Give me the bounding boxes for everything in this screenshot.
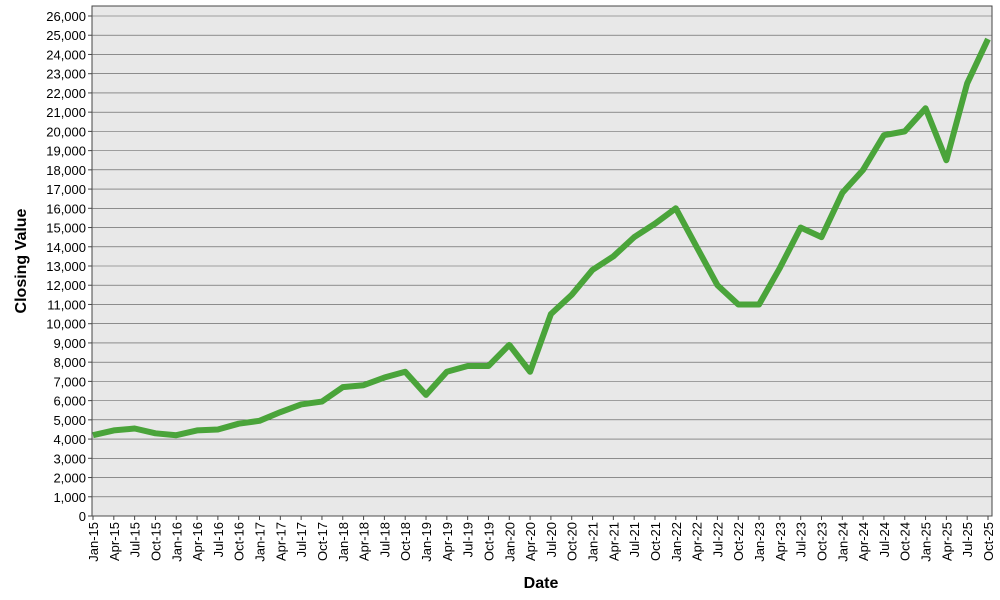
x-tick-label: Jan-18 [336, 522, 351, 562]
x-tick-label: Oct-22 [731, 522, 746, 561]
y-tick-label: 3,000 [53, 451, 86, 466]
y-tick-label: 14,000 [46, 240, 86, 255]
y-tick-label: 4,000 [53, 432, 86, 447]
x-tick-label: Apr-25 [939, 522, 954, 561]
y-tick-label: 20,000 [46, 124, 86, 139]
x-tick-label: Jan-20 [502, 522, 517, 562]
x-tick-label: Apr-23 [773, 522, 788, 561]
x-tick-label: Oct-15 [148, 522, 163, 561]
y-tick-label: 24,000 [46, 47, 86, 62]
x-tick-label: Jan-21 [586, 522, 601, 562]
y-tick-label: 19,000 [46, 144, 86, 159]
y-tick-label: 7,000 [53, 374, 86, 389]
data-line [92, 37, 991, 439]
x-tick-label: Jan-17 [253, 522, 268, 562]
x-tick-label: Jul-15 [128, 522, 143, 557]
x-tick-label: Oct-21 [648, 522, 663, 561]
x-tick-label: Jul-22 [710, 522, 725, 557]
x-tick-label: Oct-19 [481, 522, 496, 561]
x-tick-label: Oct-20 [565, 522, 580, 561]
y-tick-label: 25,000 [46, 28, 86, 43]
y-tick-label: 23,000 [46, 67, 86, 82]
y-tick-label: 5,000 [53, 413, 86, 428]
x-tick-label: Jan-16 [169, 522, 184, 562]
y-tick-label: 22,000 [46, 86, 86, 101]
y-tick-label: 26,000 [46, 9, 86, 24]
x-tick-label: Apr-15 [107, 522, 122, 561]
x-tick-label: Jul-19 [461, 522, 476, 557]
y-tick-label: 15,000 [46, 221, 86, 236]
x-tick-label: Oct-16 [232, 522, 247, 561]
x-tick-label: Jul-20 [544, 522, 559, 557]
x-tick-label: Jan-25 [919, 522, 934, 562]
x-tick-label: Jul-17 [294, 522, 309, 557]
x-tick-label: Oct-24 [898, 522, 913, 561]
y-tick-label: 0 [79, 509, 86, 524]
x-tick-label: Jan-22 [669, 522, 684, 562]
x-tick-label: Oct-25 [981, 522, 996, 561]
y-tick-label: 13,000 [46, 259, 86, 274]
x-tick-label: Apr-20 [523, 522, 538, 561]
x-tick-label: Oct-17 [315, 522, 330, 561]
x-tick-label: Jul-24 [877, 522, 892, 557]
y-tick-label: 12,000 [46, 278, 86, 293]
y-tick-label: 1,000 [53, 490, 86, 505]
y-tick-label: 10,000 [46, 317, 86, 332]
y-tick-label: 2,000 [53, 471, 86, 486]
x-tick-label: Apr-21 [606, 522, 621, 561]
x-tick-label: Apr-22 [690, 522, 705, 561]
x-tick-label: Jan-24 [835, 522, 850, 562]
y-tick-label: 9,000 [53, 336, 86, 351]
x-tick-label: Apr-18 [357, 522, 372, 561]
x-tick-label: Jul-16 [211, 522, 226, 557]
x-axis-title: Date [524, 575, 559, 592]
plot-area [91, 5, 993, 517]
y-tick-label: 6,000 [53, 394, 86, 409]
y-tick-label: 17,000 [46, 182, 86, 197]
y-tick-label: 21,000 [46, 105, 86, 120]
x-tick-label: Jan-19 [419, 522, 434, 562]
y-axis-title: Closing Value [13, 208, 30, 313]
y-tick-label: 16,000 [46, 201, 86, 216]
y-tick-label: 8,000 [53, 355, 86, 370]
y-tick-label: 11,000 [47, 297, 86, 312]
x-tick-label: Apr-17 [273, 522, 288, 561]
x-tick-label: Jan-15 [86, 522, 101, 562]
x-tick-label: Jul-18 [377, 522, 392, 557]
x-tick-label: Oct-18 [398, 522, 413, 561]
x-tick-label: Apr-19 [440, 522, 455, 561]
x-tick-label: Apr-16 [190, 522, 205, 561]
x-tick-label: Jul-21 [627, 522, 642, 557]
x-tick-label: Jul-25 [960, 522, 975, 557]
x-tick-label: Jul-23 [794, 522, 809, 557]
y-tick-label: 18,000 [46, 163, 86, 178]
x-tick-label: Oct-23 [814, 522, 829, 561]
x-tick-label: Jan-23 [752, 522, 767, 562]
x-tick-label: Apr-24 [856, 522, 871, 561]
